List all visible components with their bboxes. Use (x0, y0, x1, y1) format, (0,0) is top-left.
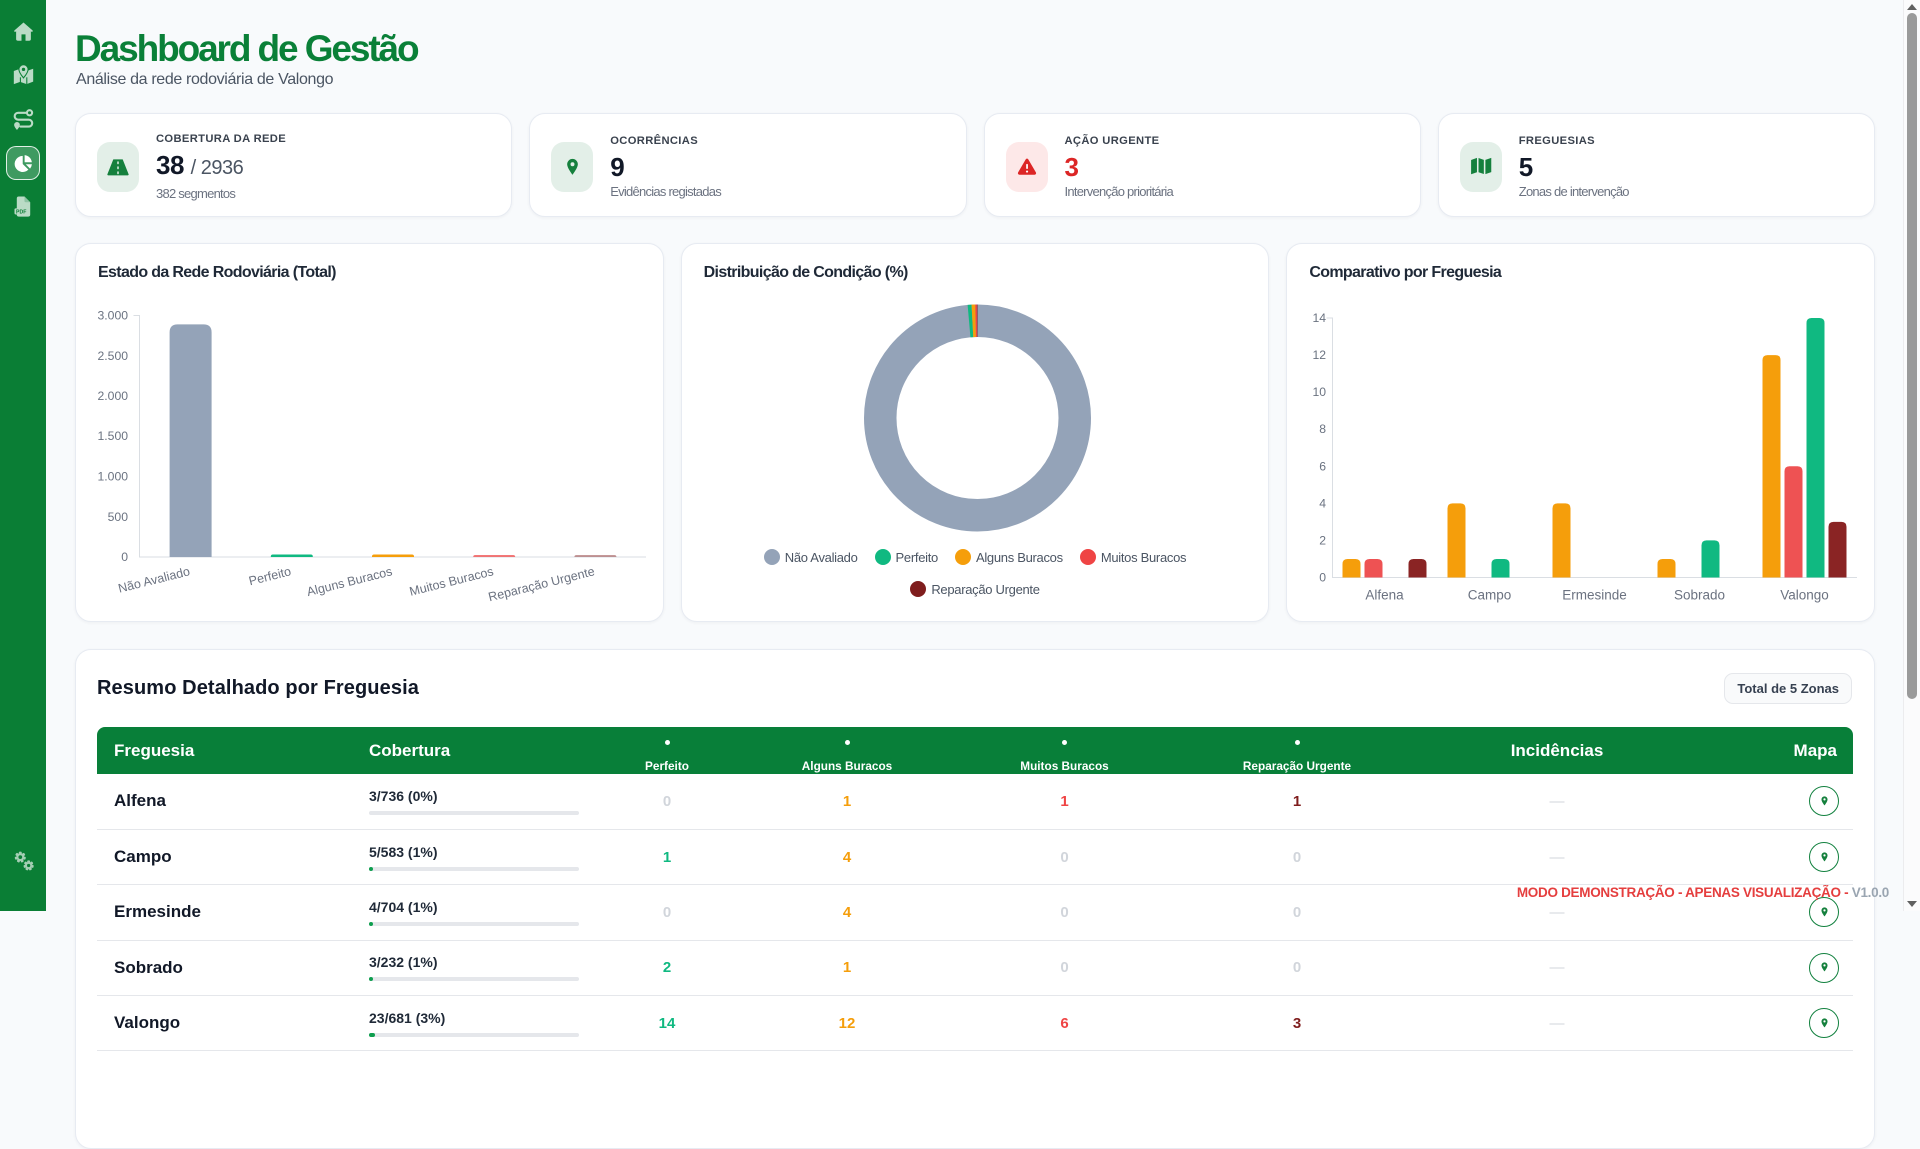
svg-text:1.000: 1.000 (98, 470, 129, 484)
svg-text:Alfena: Alfena (1366, 588, 1405, 603)
svg-text:Perfeito: Perfeito (247, 564, 292, 588)
svg-text:8: 8 (1320, 422, 1327, 436)
svg-text:1.500: 1.500 (98, 429, 129, 443)
svg-text:Sobrado: Sobrado (1674, 588, 1725, 603)
svg-text:500: 500 (108, 510, 129, 524)
svg-text:6: 6 (1320, 459, 1327, 473)
svg-text:14: 14 (1313, 311, 1327, 325)
svg-text:Alguns Buracos: Alguns Buracos (305, 564, 393, 599)
svg-text:Muitos Buracos: Muitos Buracos (408, 564, 495, 598)
svg-text:0: 0 (1320, 571, 1327, 585)
svg-text:Reparação Urgente: Reparação Urgente (487, 564, 596, 604)
svg-text:0: 0 (121, 550, 128, 564)
svg-text:Valongo: Valongo (1781, 588, 1830, 603)
svg-text:Ermesinde: Ermesinde (1563, 588, 1628, 603)
svg-text:Não Avaliado: Não Avaliado (117, 564, 192, 595)
svg-text:12: 12 (1313, 348, 1327, 362)
svg-text:10: 10 (1313, 385, 1327, 399)
svg-text:2: 2 (1320, 533, 1327, 547)
svg-text:2.000: 2.000 (98, 389, 129, 403)
svg-text:Campo: Campo (1468, 588, 1512, 603)
svg-text:PDF: PDF (16, 209, 26, 215)
svg-text:2.500: 2.500 (98, 349, 129, 363)
svg-text:3.000: 3.000 (98, 309, 129, 323)
svg-text:4: 4 (1320, 496, 1327, 510)
